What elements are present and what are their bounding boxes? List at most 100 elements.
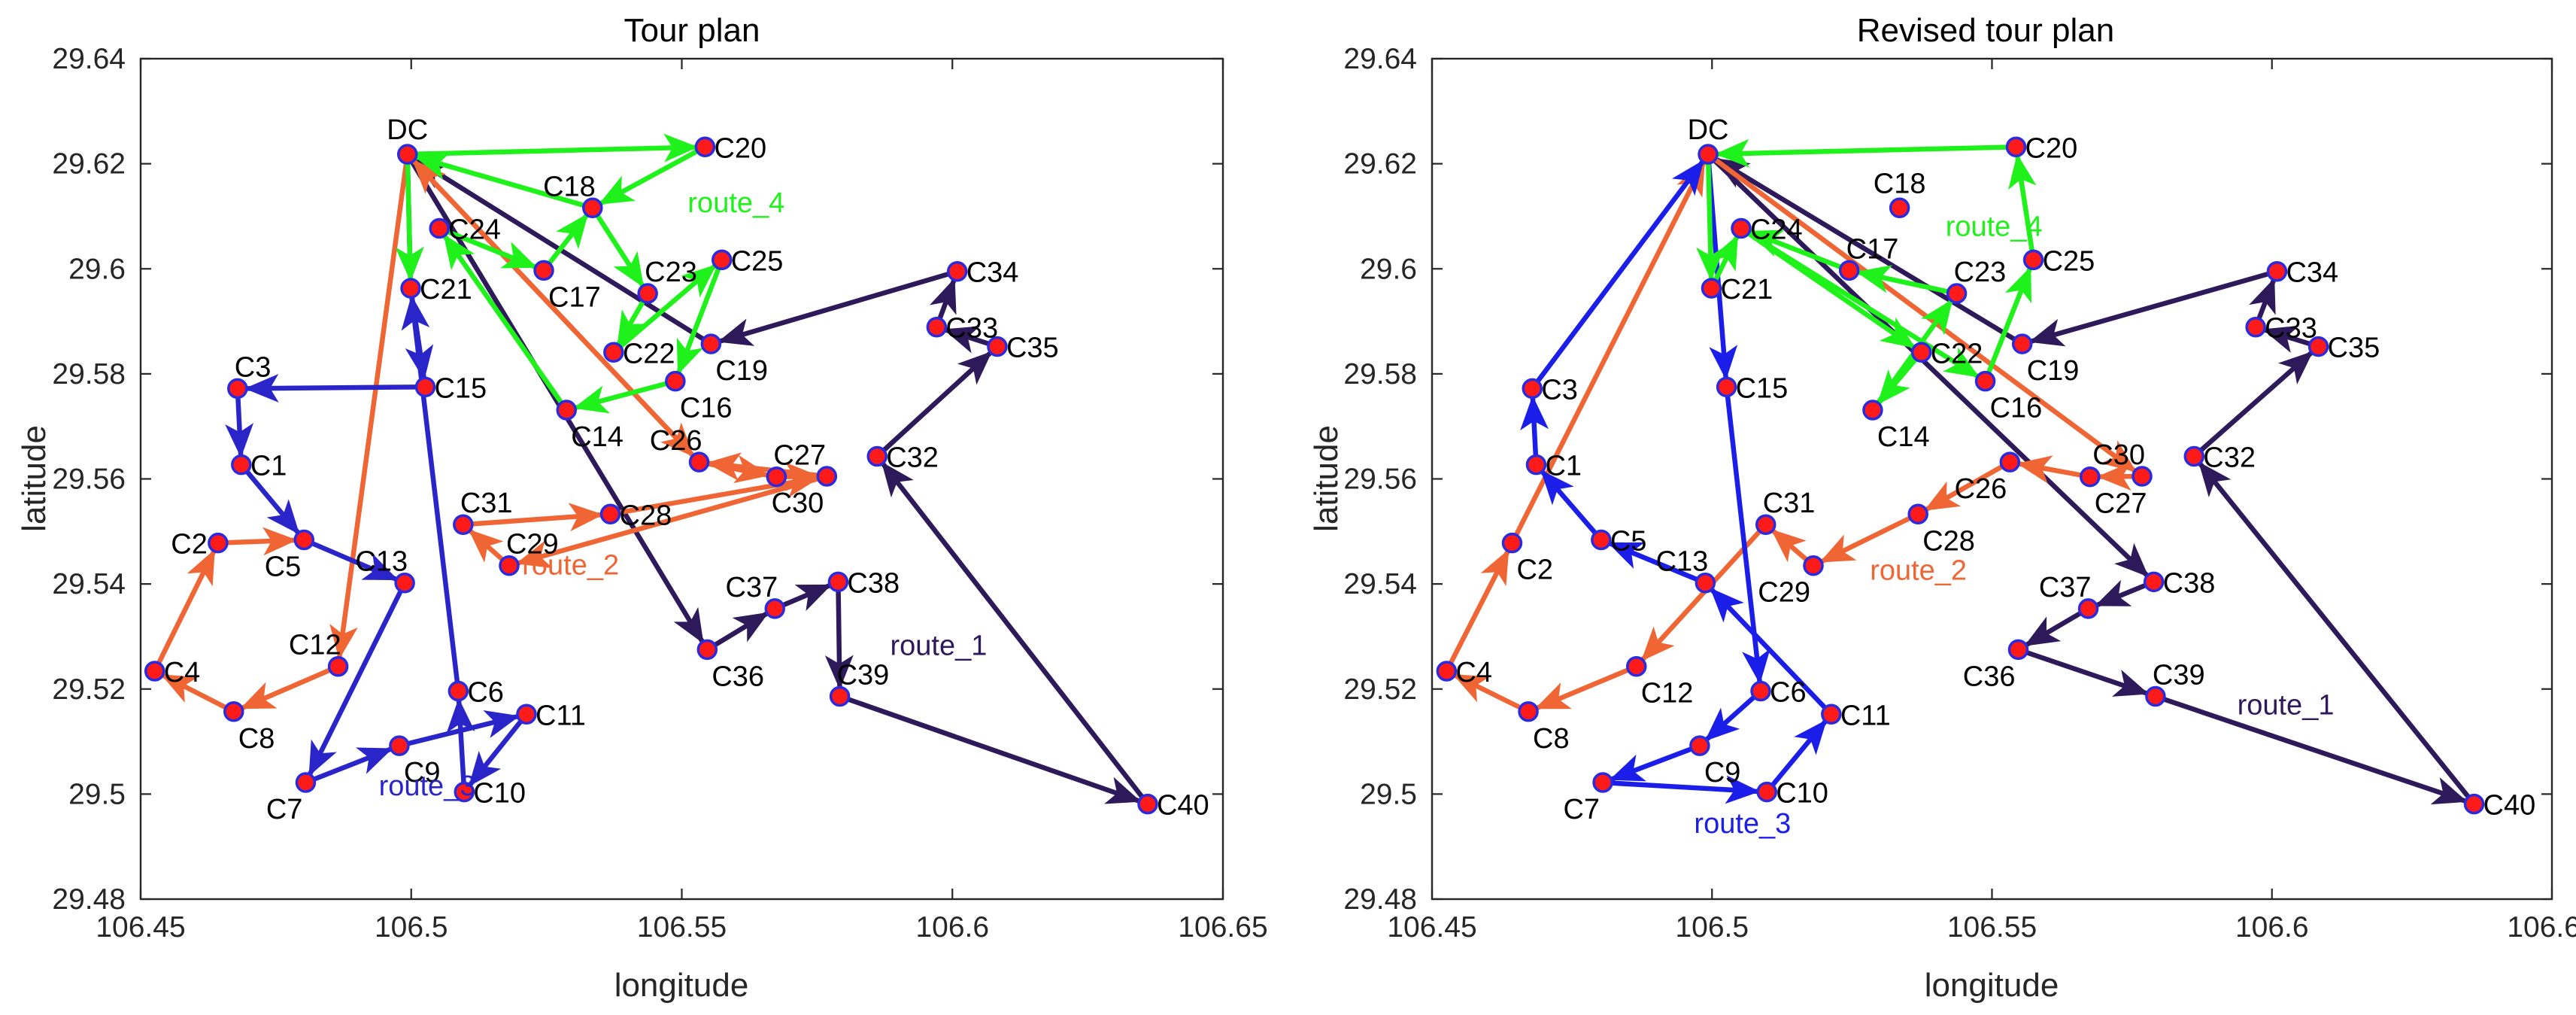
route-label-route_2: route_2: [1870, 555, 1967, 587]
node-marker-C7: [1592, 772, 1613, 793]
route-edge-route_2: [468, 528, 506, 563]
route-edge-route_1: [943, 326, 992, 354]
node-label-C10: C10: [473, 778, 526, 810]
node-label-C23: C23: [1954, 257, 2007, 288]
node-label-C27: C27: [2095, 488, 2147, 520]
x-tick-label: 106.55: [637, 911, 727, 944]
route-edge-route_4: [395, 160, 424, 281]
node-label-C5: C5: [265, 551, 302, 582]
node-label-C16: C16: [1990, 393, 2043, 424]
node-marker-C26: [688, 451, 710, 473]
node-label-C32: C32: [886, 442, 939, 473]
node-label-C3: C3: [235, 351, 272, 383]
node-marker-C3: [227, 378, 248, 400]
node-marker-C12: [327, 655, 349, 677]
node-label-C6: C6: [467, 677, 504, 709]
route-edge-route_2: [1924, 463, 2006, 512]
node-label-C18: C18: [543, 171, 596, 202]
y-axis-label: latitude: [1308, 425, 1345, 532]
node-marker-C10: [454, 781, 475, 803]
node-label-C37: C37: [2039, 572, 2092, 603]
y-tick-label: 29.58: [52, 358, 126, 391]
route-edge-route_3: [225, 394, 254, 458]
node-marker-C39: [829, 685, 851, 707]
node-label-C23: C23: [645, 257, 697, 288]
panel-tour-plan: Tour plan 106.45 106.5 106.55 106.6 106.65 29…: [16, 12, 1268, 1004]
route-edge-route_3: [244, 374, 420, 403]
route-edge-route_2: [1819, 515, 1913, 564]
route-labels: route_1 route_2 route_3 route_4: [1694, 211, 2334, 840]
node-label-C33: C33: [2265, 313, 2317, 345]
node-marker-C7: [295, 772, 317, 793]
route-label-route_1: route_1: [2238, 689, 2335, 721]
node-label-C10: C10: [1776, 778, 1828, 810]
node-label-C32: C32: [2203, 442, 2256, 473]
node-label-C4: C4: [1455, 657, 1492, 688]
node-label-C17: C17: [1846, 233, 1899, 265]
route-edge-route_2: [469, 503, 604, 532]
node-label-C14: C14: [571, 421, 624, 453]
node-marker-C17: [533, 260, 554, 281]
route-edge-route_2: [411, 159, 696, 459]
route-edge-route_4: [594, 212, 645, 288]
route-edge-route_2: [1452, 673, 1524, 711]
route-edges: [1448, 138, 2471, 805]
y-axis-label: latitude: [16, 425, 53, 532]
node-label-C7: C7: [266, 794, 303, 825]
node-marker-C37: [764, 598, 786, 619]
node-marker-C39: [2145, 685, 2166, 707]
node-marker-C3: [1522, 378, 1543, 400]
node-marker-C14: [556, 400, 577, 421]
node-marker-C8: [223, 701, 244, 722]
node-label-DC: DC: [1688, 114, 1729, 146]
node-markers: [144, 136, 1158, 815]
node-marker-C22: [603, 342, 624, 363]
node-marker-C23: [637, 283, 658, 304]
route-edge-route_1: [2023, 649, 2150, 697]
route-label-route_3: route_3: [379, 770, 476, 802]
y-tick-label: 29.62: [52, 148, 126, 181]
node-marker-C32: [2183, 445, 2205, 467]
route-edge-route_4: [1710, 234, 1740, 284]
route-edge-route_3: [446, 697, 475, 786]
route-edge-route_3: [1704, 694, 1758, 742]
node-marker-C40: [1137, 793, 1158, 815]
node-marker-C34: [2266, 260, 2288, 282]
node-label-C4: C4: [164, 657, 201, 688]
route-edge-route_2b: [223, 527, 298, 556]
node-marker-C4: [144, 661, 165, 682]
route-edge-route_3: [468, 718, 524, 787]
node-marker-C33: [926, 316, 948, 338]
node-label-C40: C40: [2483, 790, 2536, 822]
node-marker-DC: [396, 144, 418, 165]
route-edge-route_2: [1640, 528, 1763, 662]
node-marker-C17: [1838, 260, 1860, 281]
node-label-C8: C8: [238, 723, 275, 755]
node-label-C30: C30: [2092, 439, 2145, 471]
y-tick-label: 29.54: [52, 568, 126, 600]
route-edge-route_3: [311, 746, 393, 783]
node-marker-C6: [448, 680, 469, 702]
node-markers: [1436, 136, 2485, 815]
x-tick-label: 106.65: [2507, 911, 2576, 944]
route-edge-route_2: [1513, 160, 1707, 539]
route-edge-route_4: [1855, 265, 1952, 295]
node-marker-C36: [2007, 639, 2029, 661]
route-edge-route_3: [1609, 746, 1695, 782]
node-marker-C16: [1974, 370, 1996, 392]
node-label-C36: C36: [1963, 661, 2016, 692]
route-label-route_2: route_2: [522, 550, 619, 582]
route-edge-route_3: [401, 295, 460, 685]
node-marker-C11: [516, 704, 537, 725]
node-label-C11: C11: [536, 700, 586, 731]
route-edge-route_2: [2016, 455, 2085, 484]
route-edge-route_3: [1607, 541, 1701, 582]
x-tick-label: 106.5: [1675, 911, 1749, 944]
route-edge-route_1: [2249, 278, 2277, 322]
route-edge-route_2: [1448, 549, 1510, 667]
node-label-C37: C37: [726, 572, 778, 603]
node-marker-C22: [1910, 342, 1932, 363]
node-label-C22: C22: [623, 338, 675, 369]
node-marker-C27: [2080, 466, 2101, 488]
node-marker-C20: [694, 136, 716, 158]
